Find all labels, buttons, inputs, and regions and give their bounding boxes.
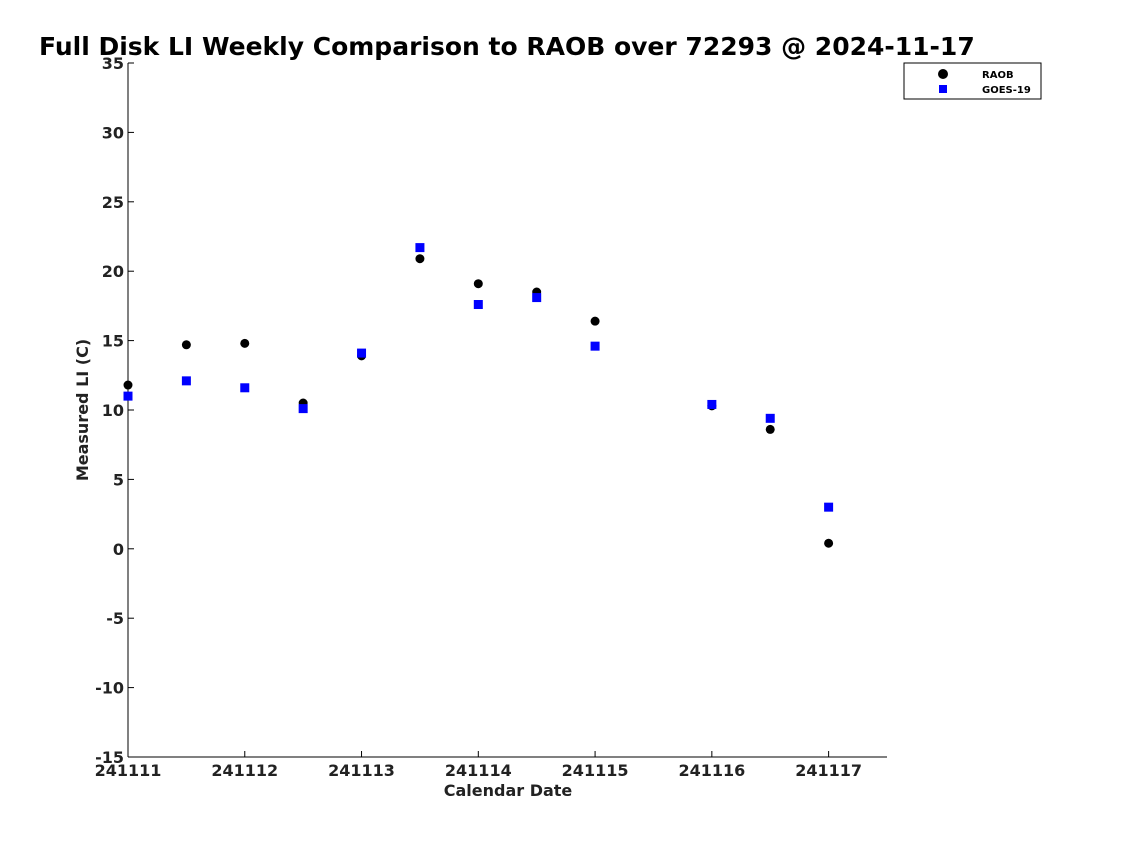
y-axis: -15 -10 -5 0 5 10 15 20 25 30 35 xyxy=(95,54,134,767)
y-tick-label: -15 xyxy=(95,748,124,767)
x-tick-label: 241117 xyxy=(795,761,862,780)
chart-title: Full Disk LI Weekly Comparison to RAOB o… xyxy=(39,32,975,61)
y-tick-label: 25 xyxy=(102,193,124,212)
data-point-raob xyxy=(123,380,133,390)
data-point-goes-19 xyxy=(824,502,834,512)
y-axis-label: Measured LI (C) xyxy=(73,339,92,481)
x-tick-label: 241116 xyxy=(678,761,745,780)
y-tick-label: 0 xyxy=(113,540,124,559)
legend-box xyxy=(903,62,1042,100)
y-tick-label: 30 xyxy=(102,123,124,142)
data-point-raob xyxy=(590,316,600,326)
data-point-goes-19 xyxy=(181,376,191,386)
plot-area xyxy=(123,243,834,548)
data-point-goes-19 xyxy=(123,391,133,401)
y-tick-label: 35 xyxy=(102,54,124,73)
x-axis-label: Calendar Date xyxy=(444,781,573,800)
x-tick-label: 241113 xyxy=(328,761,395,780)
data-point-raob xyxy=(473,279,483,289)
legend-marker-raob xyxy=(938,69,948,79)
x-tick-label: 241114 xyxy=(445,761,512,780)
x-tick-label: 241111 xyxy=(95,761,162,780)
legend: RAOB GOES-19 xyxy=(903,62,1042,100)
data-point-goes-19 xyxy=(765,413,775,423)
x-axis: 241111 241112 241113 241114 241115 241116 2411… xyxy=(95,751,862,780)
y-tick-label: 5 xyxy=(113,470,124,489)
data-point-goes-19 xyxy=(590,341,600,351)
data-point-goes-19 xyxy=(707,399,717,409)
y-tick-label: 20 xyxy=(102,262,124,281)
x-tick-label: 241112 xyxy=(211,761,278,780)
data-point-goes-19 xyxy=(415,243,425,253)
y-tick-label: -5 xyxy=(106,609,124,628)
data-point-goes-19 xyxy=(473,300,483,310)
x-tick-label: 241115 xyxy=(562,761,629,780)
data-point-raob xyxy=(181,340,191,350)
legend-label: GOES-19 xyxy=(982,85,1031,96)
legend-marker-goes-19 xyxy=(939,85,947,93)
y-tick-label: -10 xyxy=(95,679,124,698)
legend-label: RAOB xyxy=(982,70,1014,81)
data-point-goes-19 xyxy=(357,348,367,358)
y-tick-label: 15 xyxy=(102,332,124,351)
y-tick-label: 10 xyxy=(102,401,124,420)
data-point-goes-19 xyxy=(298,404,308,414)
series-raob xyxy=(123,254,834,548)
series-goes-19 xyxy=(123,243,834,512)
data-point-goes-19 xyxy=(532,293,542,303)
data-point-raob xyxy=(415,254,425,264)
data-point-raob xyxy=(240,338,250,348)
data-point-goes-19 xyxy=(240,383,250,393)
data-point-raob xyxy=(824,538,834,548)
data-point-raob xyxy=(765,424,775,434)
